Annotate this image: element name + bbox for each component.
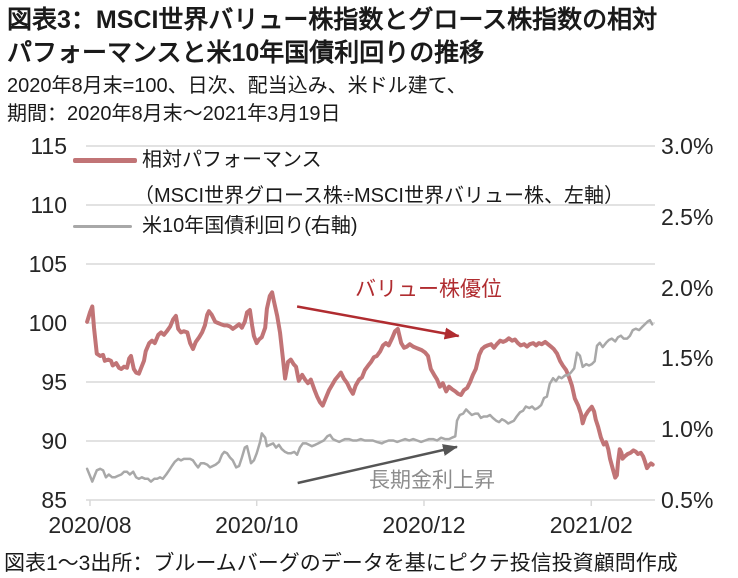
legend-label-us10y-yield: 米10年国債利回り(右軸)	[142, 215, 358, 237]
y-axis-right-label: 1.0%	[661, 416, 714, 443]
legend-swatch-us10y-yield	[73, 225, 132, 228]
y-axis-right-label: 2.5%	[661, 203, 714, 230]
subtitle-line-2: 期間：2020年8月末～2021年3月19日	[7, 103, 341, 125]
legend-swatch-relative-performance	[73, 158, 137, 163]
legend-sublabel-relative-performance: （MSCI世界グロース株÷MSCI世界バリュー株、左軸）	[134, 185, 624, 207]
annotation-rate-rise: 長期金利上昇	[369, 469, 495, 492]
y-axis-left-label: 95	[41, 369, 67, 395]
subtitle-line-1: 2020年8月末=100、日次、配当込み、米ドル建て、	[7, 75, 467, 97]
annotation-arrows	[296, 305, 460, 485]
series-line	[85, 318, 654, 483]
y-axis-left-label: 85	[41, 487, 67, 513]
x-axis-label: 2020/12	[382, 512, 466, 538]
legend-label-relative-performance: 相対パフォーマンス	[142, 149, 322, 171]
y-axis-left-label: 100	[28, 310, 67, 336]
annotation-value-dominance: バリュー株優位	[355, 278, 502, 301]
y-axis-right-label: 3.0%	[661, 133, 714, 159]
page-title: 図表3：MSCI世界バリュー株指数とグロース株指数の相対 パフォーマンスと米10…	[7, 4, 733, 70]
title-line-2: パフォーマンスと米10年国債利回りの推移	[7, 39, 485, 67]
title-line-1: 図表3：MSCI世界バリュー株指数とグロース株指数の相対	[7, 6, 658, 34]
y-axis-left-label: 110	[30, 192, 67, 218]
y-axis-left-label: 90	[41, 428, 67, 454]
y-axis-left-label: 105	[28, 251, 67, 277]
data-series	[85, 290, 655, 483]
x-axis-label: 2020/10	[215, 512, 299, 538]
chart-subtitle: 2020年8月末=100、日次、配当込み、米ドル建て、 期間：2020年8月末～…	[7, 72, 733, 128]
y-axis-left-label: 115	[30, 133, 67, 159]
y-axis-right-label: 2.0%	[661, 274, 714, 301]
source-note: 図表1～3出所：ブルームバーグのデータを基にピクテ投信投資顧問作成	[4, 552, 678, 575]
y-axis-right-label: 1.5%	[661, 345, 714, 372]
x-axis-label: 2020/08	[48, 512, 132, 538]
series-line	[85, 290, 655, 480]
y-axis-right-label: 0.5%	[661, 487, 714, 513]
x-axis-label: 2021/02	[549, 512, 633, 538]
